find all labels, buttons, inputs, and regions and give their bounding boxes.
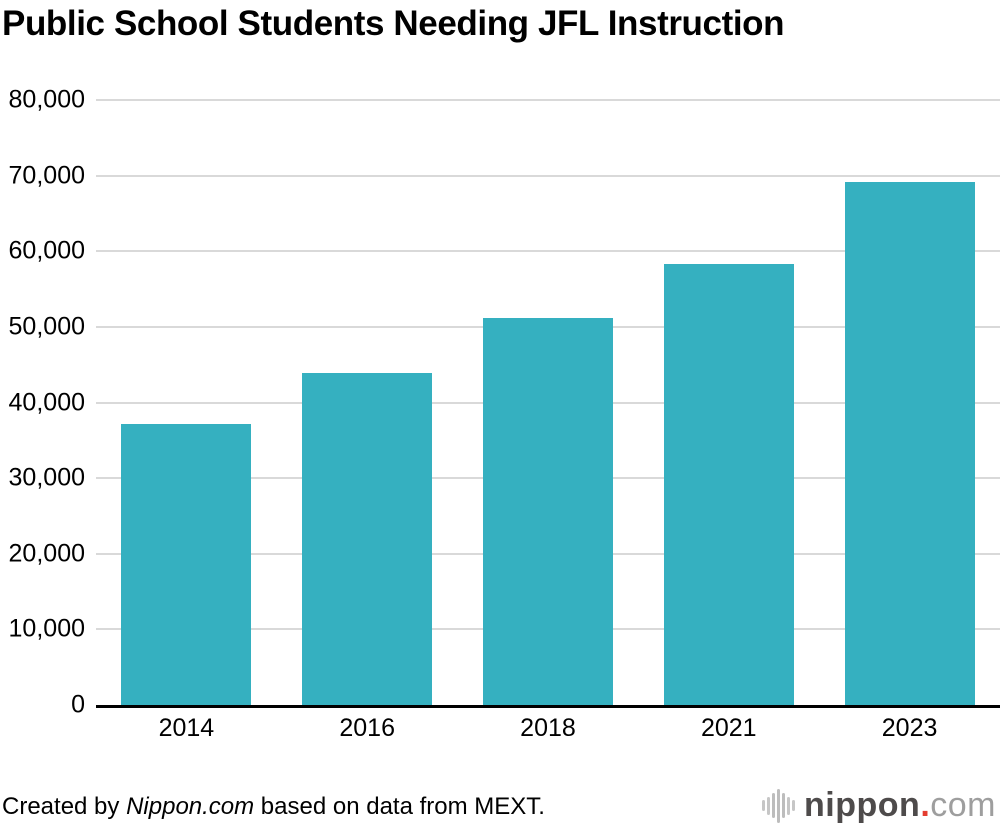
y-tick-label: 30,000 bbox=[8, 463, 85, 492]
bar-2014 bbox=[121, 424, 252, 705]
logo-wordmark: nippon.com bbox=[804, 786, 996, 825]
y-axis: 0 10,000 20,000 30,000 40,000 50,000 60,000 70,… bbox=[0, 86, 85, 719]
y-tick-label: 80,000 bbox=[8, 85, 85, 114]
y-tick-label: 70,000 bbox=[8, 161, 85, 190]
y-tick-label: 60,000 bbox=[8, 236, 85, 265]
x-tick-label: 2016 bbox=[339, 714, 395, 742]
chart-title: Public School Students Needing JFL Instr… bbox=[2, 4, 785, 43]
x-tick-label: 2021 bbox=[700, 714, 757, 742]
x-tick-label: 2023 bbox=[881, 714, 938, 742]
x-axis: 2014 2016 2018 2021 2023 bbox=[96, 714, 1000, 746]
bar-2016 bbox=[302, 372, 433, 705]
y-tick-label: 20,000 bbox=[8, 539, 85, 568]
soundwave-icon bbox=[762, 788, 796, 823]
logo-wordmark-tld: com bbox=[930, 786, 996, 824]
gridline bbox=[96, 174, 1000, 177]
footer-credit: Created by Nippon.com based on data from… bbox=[2, 793, 545, 821]
logo-wordmark-main: nippon bbox=[804, 786, 921, 824]
bar-2018 bbox=[482, 318, 614, 705]
y-tick-label: 0 bbox=[71, 690, 85, 719]
x-tick-label: 2018 bbox=[520, 714, 576, 742]
y-tick-label: 10,000 bbox=[8, 614, 85, 643]
gridline bbox=[96, 99, 1000, 101]
plot-area bbox=[96, 99, 1000, 708]
gridline bbox=[96, 250, 1000, 253]
credit-suffix: based on data from MEXT. bbox=[254, 793, 545, 820]
credit-source: Nippon.com bbox=[126, 793, 255, 820]
credit-prefix: Created by bbox=[2, 793, 127, 820]
bar-2023 bbox=[844, 182, 975, 705]
x-tick-label: 2014 bbox=[158, 714, 215, 742]
nippon-logo: nippon.com bbox=[762, 786, 996, 825]
bar-2021 bbox=[663, 264, 794, 705]
y-tick-label: 40,000 bbox=[8, 388, 85, 416]
y-tick-label: 50,000 bbox=[8, 312, 85, 341]
logo-wordmark-dot: . bbox=[920, 786, 931, 824]
